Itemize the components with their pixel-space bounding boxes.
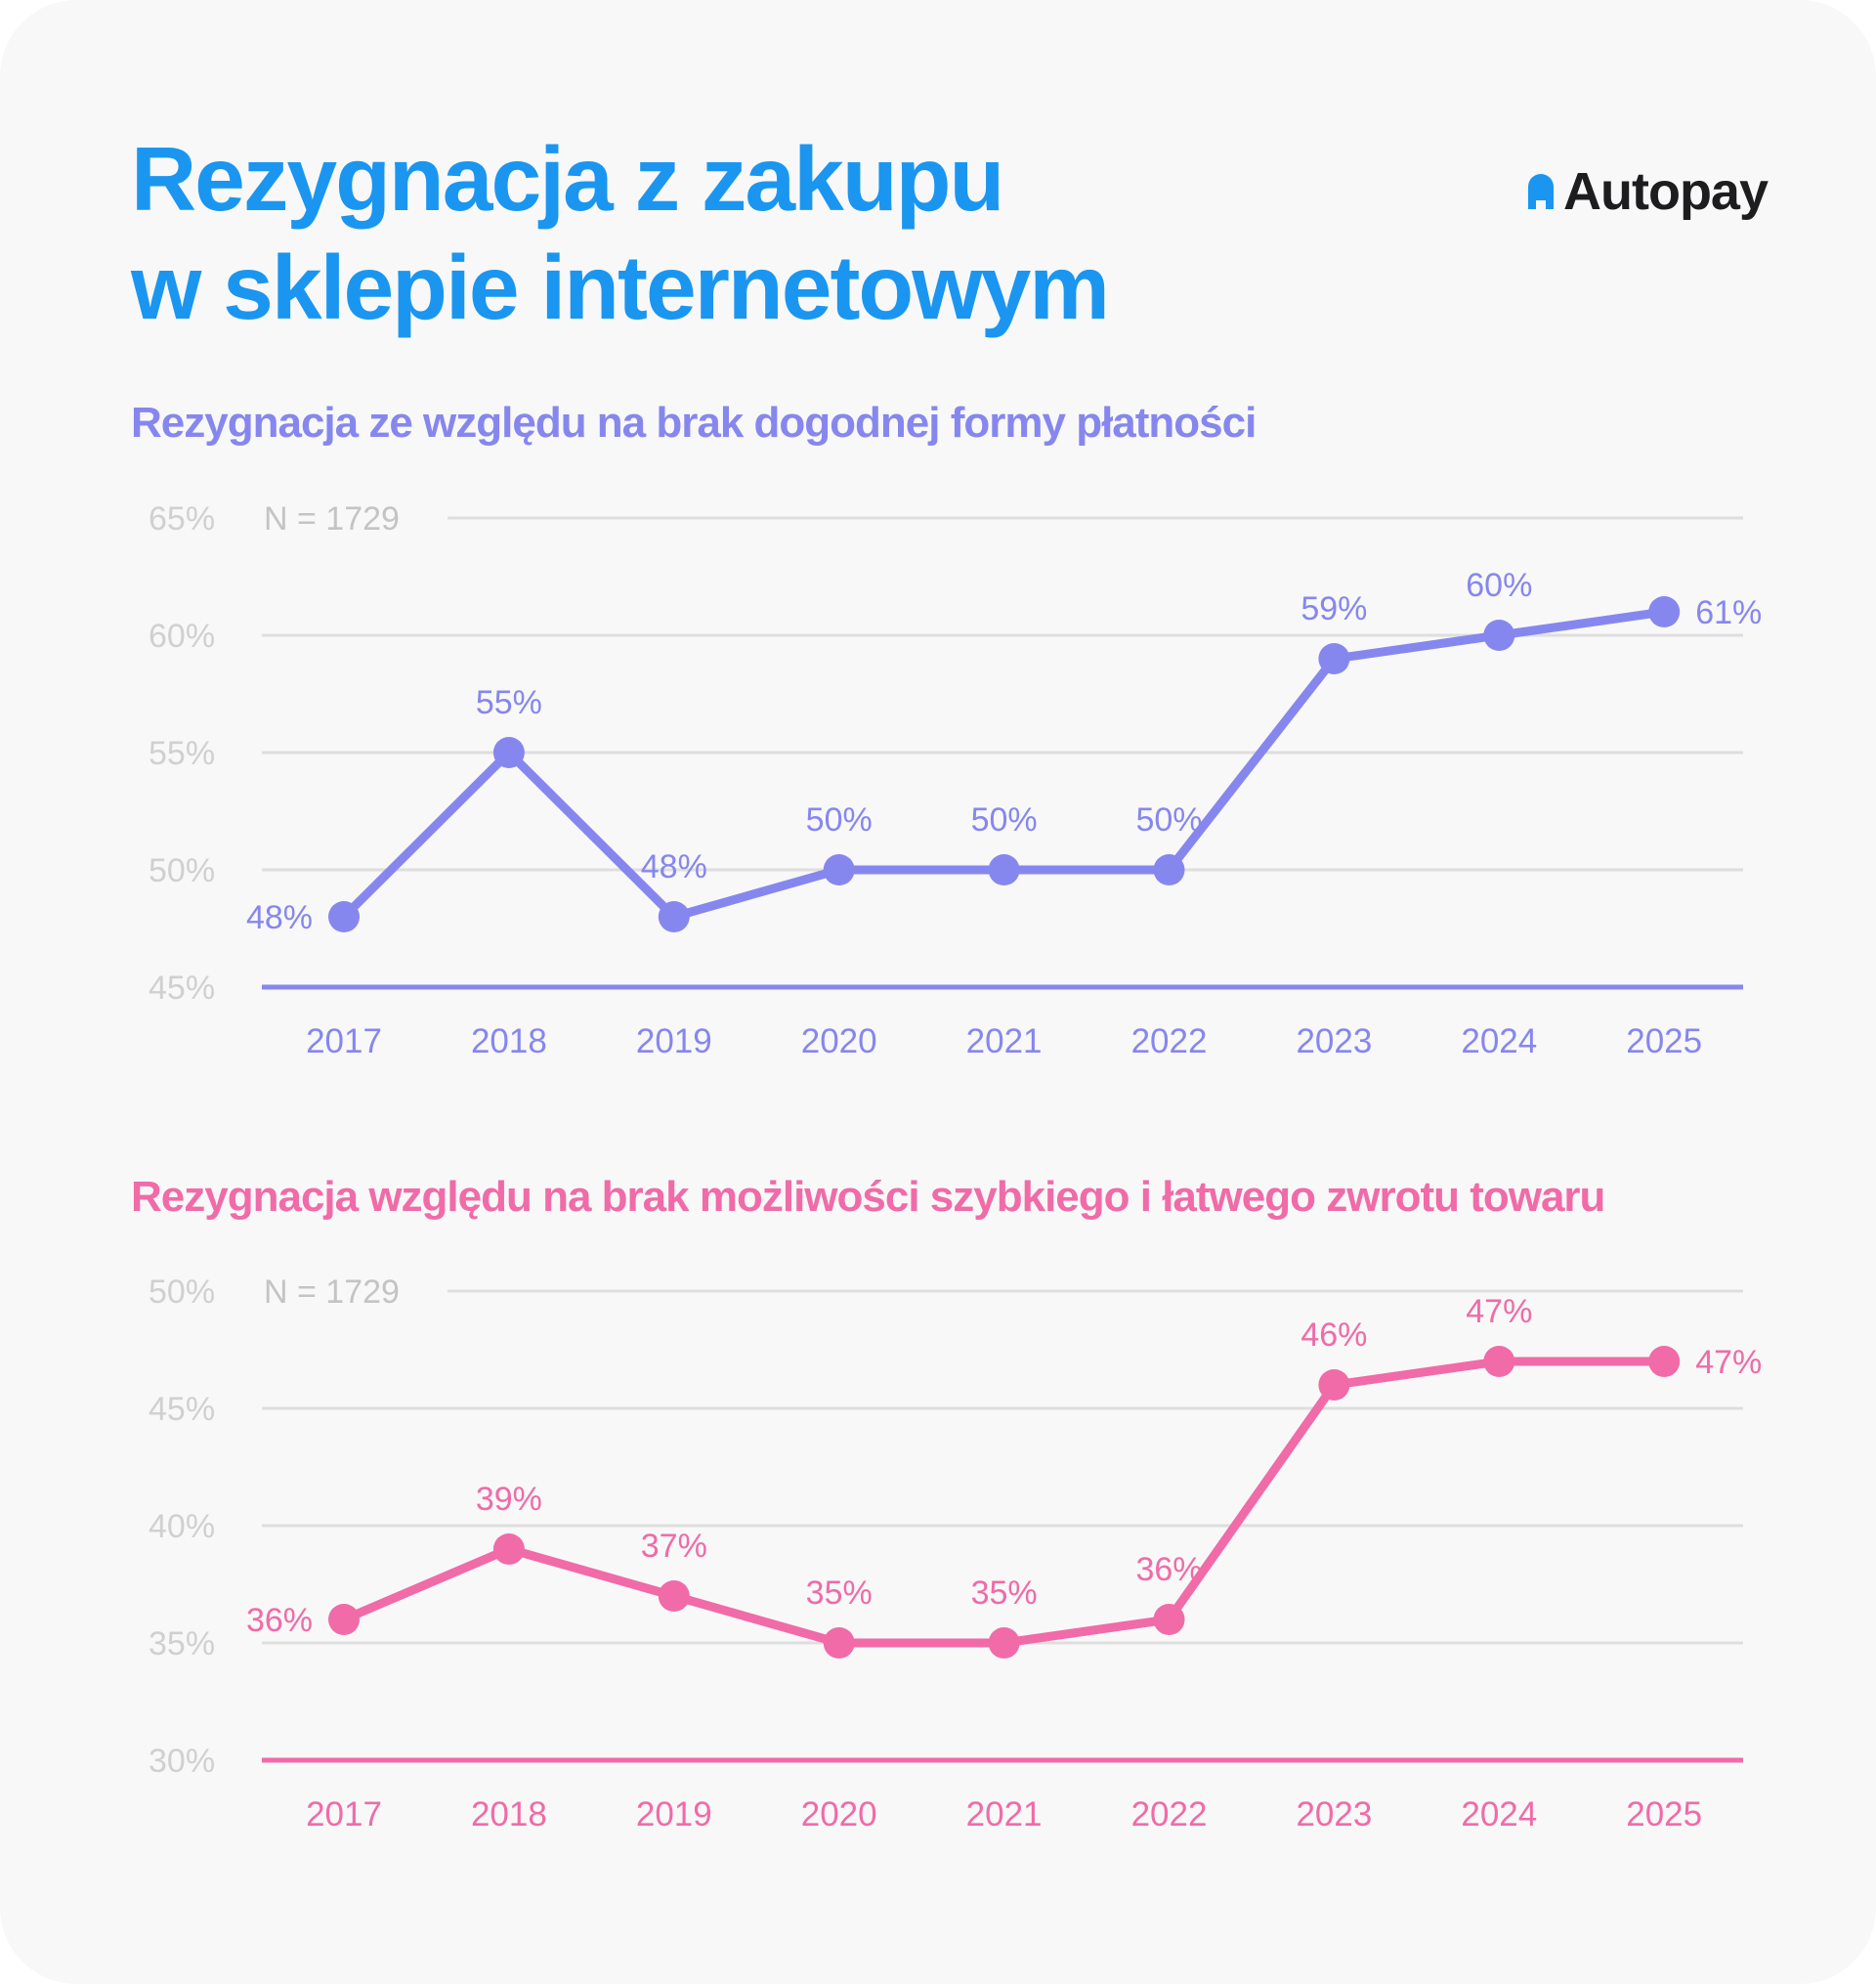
data-label: 35% (971, 1574, 1038, 1612)
data-point (1648, 1346, 1681, 1377)
x-tick-label: 2023 (1296, 1022, 1372, 1060)
y-tick-label: 50% (149, 852, 215, 889)
data-point (492, 737, 525, 768)
data-label: 55% (476, 684, 542, 721)
y-tick-label: 45% (149, 970, 215, 1007)
x-tick-label: 2020 (801, 1022, 877, 1060)
title-line-1: Rezygnacja z zakupu (131, 128, 1004, 230)
chart-2-title: Rezygnacja względu na brak możliwości sz… (131, 1173, 1605, 1221)
data-label: 46% (1300, 1316, 1367, 1354)
sample-size-note: N = 1729 (264, 1273, 400, 1311)
x-tick-label: 2022 (1131, 1022, 1208, 1060)
data-point (658, 901, 690, 932)
y-tick-label: 65% (149, 500, 215, 538)
x-tick-label: 2020 (801, 1795, 877, 1833)
x-tick-label: 2021 (966, 1022, 1043, 1060)
x-tick-label: 2024 (1461, 1795, 1537, 1833)
autopay-logo-icon (1528, 174, 1554, 209)
data-label: 50% (806, 801, 873, 839)
data-point (988, 1627, 1020, 1659)
logo-text: Autopay (1563, 162, 1769, 221)
y-tick-label: 45% (149, 1391, 215, 1428)
autopay-logo: Autopay (1528, 162, 1769, 221)
x-tick-label: 2025 (1626, 1022, 1702, 1060)
page-title: Rezygnacja z zakupu w sklepie internetow… (131, 125, 1110, 342)
data-label: 48% (246, 899, 313, 936)
data-label: 37% (641, 1528, 707, 1565)
data-point (1648, 596, 1681, 627)
data-label: 60% (1466, 567, 1532, 604)
data-label: 36% (246, 1602, 313, 1639)
title-line-2: w sklepie internetowym (131, 237, 1110, 338)
data-label: 59% (1300, 590, 1367, 627)
data-label: 47% (1466, 1293, 1532, 1330)
x-tick-label: 2021 (966, 1795, 1043, 1833)
data-label: 50% (1135, 801, 1202, 839)
data-point (658, 1580, 690, 1612)
data-label: 35% (806, 1574, 873, 1612)
x-tick-label: 2019 (636, 1022, 712, 1060)
x-tick-label: 2022 (1131, 1795, 1208, 1833)
data-point (1318, 643, 1350, 674)
y-tick-label: 40% (149, 1508, 215, 1545)
data-label: 36% (1135, 1551, 1202, 1588)
y-tick-label: 50% (149, 1273, 215, 1311)
data-point (1153, 1604, 1185, 1635)
x-tick-label: 2018 (471, 1022, 547, 1060)
x-tick-label: 2019 (636, 1795, 712, 1833)
data-label: 39% (476, 1481, 542, 1518)
x-tick-label: 2017 (306, 1795, 382, 1833)
data-point (1318, 1369, 1350, 1401)
y-tick-label: 35% (149, 1625, 215, 1662)
data-point (492, 1533, 525, 1565)
sample-size-note: N = 1729 (264, 500, 400, 538)
x-tick-label: 2017 (306, 1022, 382, 1060)
x-tick-label: 2024 (1461, 1022, 1537, 1060)
data-point (328, 901, 360, 932)
data-label: 47% (1695, 1344, 1762, 1381)
y-tick-label: 30% (149, 1743, 215, 1780)
x-tick-label: 2025 (1626, 1795, 1702, 1833)
data-point (823, 854, 855, 885)
x-tick-label: 2018 (471, 1795, 547, 1833)
data-point (1153, 854, 1185, 885)
x-tick-label: 2023 (1296, 1795, 1372, 1833)
data-label: 48% (641, 848, 707, 885)
chart-payment-method: 45% 50% 55% 60% 65% N = 1729 2017 2018 2019 2020 2… (149, 500, 1762, 1060)
data-point (1483, 1346, 1515, 1377)
y-tick-label: 60% (149, 618, 215, 655)
chart-1-title: Rezygnacja ze względu na brak dogodnej f… (131, 399, 1257, 447)
data-point (988, 854, 1020, 885)
data-point (1483, 620, 1515, 651)
y-tick-label: 55% (149, 735, 215, 772)
data-label: 61% (1695, 594, 1762, 631)
data-point (328, 1604, 360, 1635)
data-point (823, 1627, 855, 1659)
data-label: 50% (971, 801, 1038, 839)
chart-return-option: 30% 35% 40% 45% 50% N = 1729 2017 2018 2019 2020 2… (149, 1273, 1762, 1833)
